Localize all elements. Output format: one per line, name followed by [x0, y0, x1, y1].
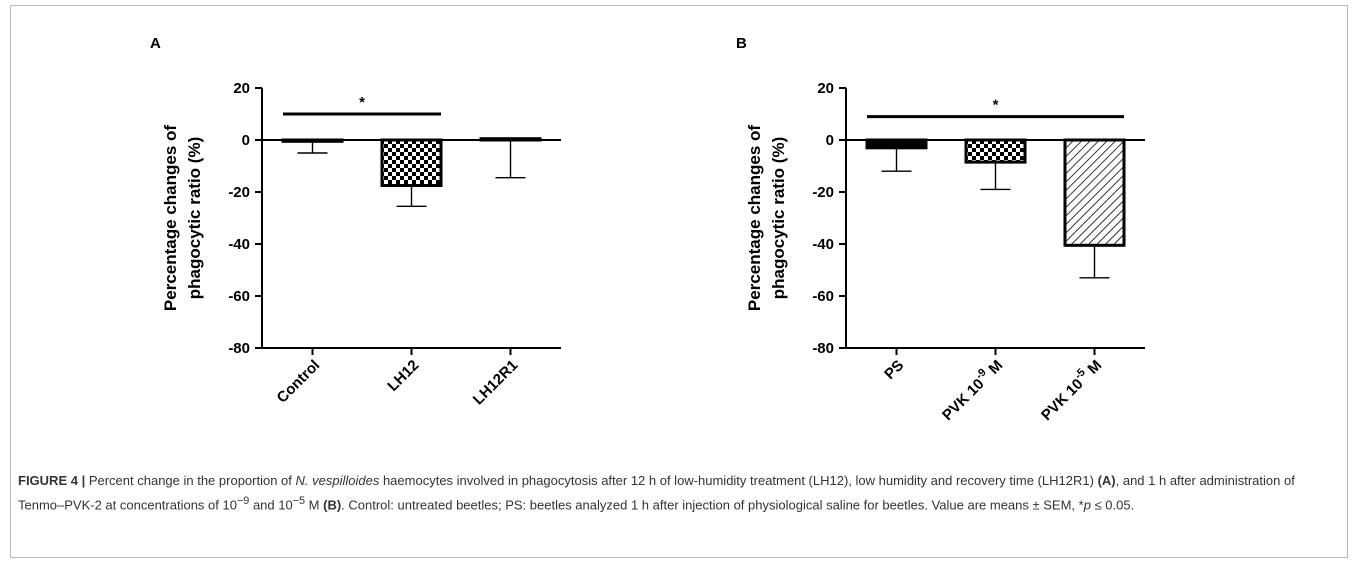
y-axis-label: Percentage changes of [745, 125, 764, 311]
y-tick-label: -80 [812, 340, 834, 357]
y-tick-label: -60 [228, 288, 250, 305]
caption-text: M [305, 497, 324, 513]
y-tick-label: -40 [812, 236, 834, 253]
category-label: Control [274, 357, 324, 407]
bar [281, 138, 344, 143]
category-label: LH12 [384, 357, 422, 395]
y-tick-label: -20 [228, 184, 250, 201]
caption-sup: −9 [236, 495, 250, 507]
caption-text: and 10 [249, 497, 293, 513]
caption-text: , and 1 h after administration of Tenmo–… [18, 473, 1295, 513]
category-label: PS [881, 357, 907, 383]
bar [1063, 138, 1126, 247]
bar [964, 138, 1027, 164]
panel-label: A [150, 35, 161, 52]
caption-ref-a: (A) [1097, 473, 1116, 488]
caption-text: Percent change in the proportion of [85, 473, 296, 488]
category-label: LH12R1 [470, 357, 522, 409]
y-axis-label: phagocytic ratio (%) [185, 137, 204, 299]
y-tick-label: -40 [228, 236, 250, 253]
y-tick-label: 20 [817, 80, 834, 97]
y-tick-label: -20 [812, 184, 834, 201]
panel-a: A Percentage changes of phagocytic ratio (… [150, 35, 561, 408]
bar [865, 138, 928, 150]
caption-text: ≤ 0.05. [1090, 497, 1135, 513]
significance-label: * [993, 97, 999, 114]
y-axis-label: Percentage changes of [161, 125, 180, 311]
caption-text: haemocytes involved in phagocytosis afte… [379, 473, 1098, 488]
caption-species: N. vespilloides [295, 473, 380, 488]
figure-charts: A Percentage changes of phagocytic ratio (… [150, 35, 1145, 424]
y-tick-label: -80 [228, 340, 250, 357]
bar [380, 138, 443, 187]
panel-label: B [736, 35, 747, 52]
y-axis-label: phagocytic ratio (%) [769, 137, 788, 299]
y-tick-label: 20 [233, 80, 250, 97]
panel-b: B Percentage changes of phagocytic ratio (… [736, 35, 1145, 424]
y-tick-label: 0 [242, 132, 250, 149]
caption-label: FIGURE 4 | [18, 473, 86, 488]
y-tick-label: -60 [812, 288, 834, 305]
y-tick-label: 0 [826, 132, 834, 149]
caption-text: . Control: untreated beetles; PS: beetle… [341, 497, 1084, 513]
category-label: PVK 10-5 M [1036, 355, 1105, 424]
caption-p-symbol: p [1083, 497, 1091, 513]
figure-caption: FIGURE 4 | Percent change in the proport… [18, 470, 1340, 515]
caption-sup: −5 [292, 495, 306, 507]
caption-ref-b: (B) [323, 497, 342, 513]
category-label: PVK 10-9 M [937, 355, 1006, 424]
figure-frame [10, 5, 1348, 558]
significance-label: * [359, 94, 365, 111]
